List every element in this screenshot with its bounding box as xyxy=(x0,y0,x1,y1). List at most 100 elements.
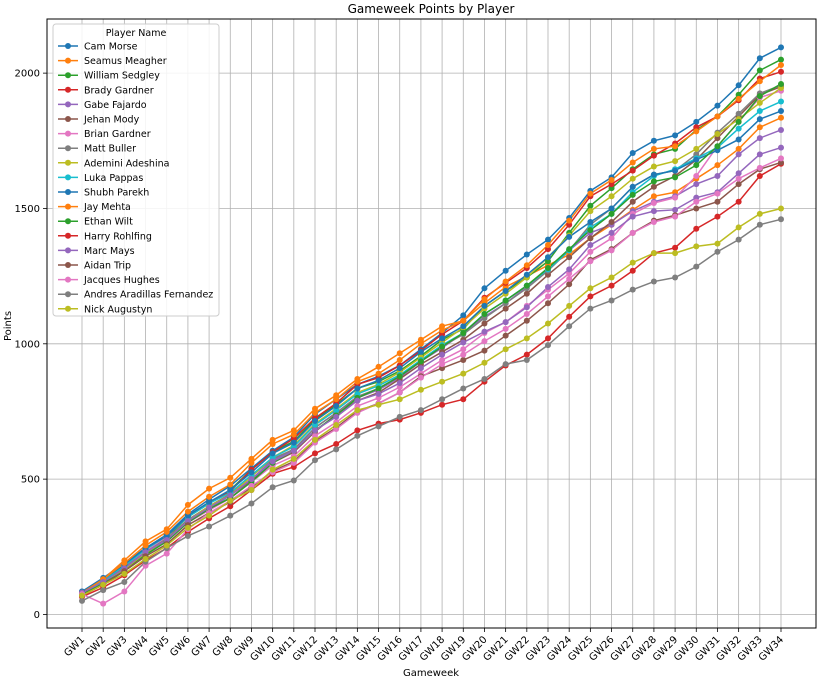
data-point xyxy=(100,581,107,588)
data-point xyxy=(333,396,340,403)
legend-title: Player Name xyxy=(106,28,167,39)
data-point xyxy=(587,258,594,265)
x-tick-label: GW2 xyxy=(84,634,109,659)
y-tick-label: 1000 xyxy=(15,339,40,350)
y-axis-ticks: 0 500 1000 1500 2000 xyxy=(15,69,47,621)
data-point xyxy=(778,98,784,105)
data-point xyxy=(523,311,530,318)
data-point xyxy=(184,524,191,531)
data-point xyxy=(354,397,361,404)
data-point xyxy=(693,181,700,188)
data-point xyxy=(417,386,424,393)
data-point xyxy=(290,431,297,438)
legend-label: Brian Gardner xyxy=(84,129,151,140)
data-point xyxy=(227,512,234,519)
data-point xyxy=(163,542,170,549)
legend-marker xyxy=(65,203,71,210)
data-point xyxy=(375,385,382,392)
data-point xyxy=(756,78,763,85)
data-point xyxy=(460,339,467,346)
data-point xyxy=(587,190,594,197)
data-point xyxy=(756,108,763,115)
data-point xyxy=(608,193,615,200)
data-point xyxy=(417,365,424,372)
data-point xyxy=(227,492,234,499)
data-point xyxy=(714,113,721,120)
data-point xyxy=(439,351,446,358)
legend-label: Matt Buller xyxy=(84,144,136,155)
series-line xyxy=(81,207,782,597)
data-point xyxy=(693,225,700,232)
data-point xyxy=(312,450,318,457)
data-point xyxy=(396,396,403,403)
data-point xyxy=(608,235,615,242)
data-point xyxy=(269,484,276,491)
legend-marker xyxy=(65,145,71,152)
x-tick-label: GW3 xyxy=(105,634,130,659)
data-point xyxy=(227,486,234,493)
data-point xyxy=(460,329,467,336)
data-point xyxy=(502,278,509,285)
data-point xyxy=(502,346,509,353)
plot-frame xyxy=(46,18,817,629)
data-point xyxy=(587,202,594,209)
legend-marker xyxy=(65,57,71,64)
data-point xyxy=(460,312,467,319)
data-point xyxy=(756,135,763,142)
data-point xyxy=(269,458,276,465)
data-point xyxy=(375,370,382,377)
data-point xyxy=(608,229,615,236)
data-point xyxy=(672,250,679,257)
data-point xyxy=(481,347,488,354)
data-point xyxy=(396,357,403,364)
data-point xyxy=(608,297,615,304)
data-point xyxy=(523,317,530,324)
legend-marker xyxy=(65,159,71,166)
x-axis-label: Gameweek xyxy=(403,668,459,679)
legend-marker xyxy=(65,291,71,298)
data-point xyxy=(460,346,467,353)
data-point xyxy=(206,523,213,530)
data-point xyxy=(100,587,107,594)
data-point xyxy=(396,373,403,380)
data-point xyxy=(502,332,509,339)
data-point xyxy=(227,497,234,504)
data-point xyxy=(714,248,721,255)
series-line xyxy=(81,218,782,602)
legend-label: Andres Aradillas Fernandez xyxy=(84,290,213,301)
data-point xyxy=(672,274,679,281)
data-point xyxy=(269,440,276,447)
data-point xyxy=(714,190,721,197)
data-point xyxy=(566,275,573,282)
legend-label: Shubh Parekh xyxy=(84,188,149,199)
data-point xyxy=(312,427,318,434)
y-tick-label: 1500 xyxy=(15,204,40,215)
legend-label: Luka Pappas xyxy=(84,173,143,184)
data-point xyxy=(396,389,403,396)
data-point xyxy=(650,163,657,170)
data-point xyxy=(502,361,509,368)
data-point xyxy=(481,302,488,309)
series-points xyxy=(79,44,784,607)
chart-title: Gameweek Points by Player xyxy=(348,2,515,16)
legend-label: Harry Rohlfing xyxy=(84,231,152,242)
data-point xyxy=(735,110,742,117)
legend-label: Marc Mays xyxy=(84,246,135,257)
data-point xyxy=(545,265,551,272)
data-point xyxy=(290,477,297,484)
y-tick-label: 0 xyxy=(34,610,40,621)
data-point xyxy=(184,508,191,515)
data-point xyxy=(714,131,721,138)
data-point xyxy=(502,288,509,295)
data-point xyxy=(629,267,636,274)
data-point xyxy=(502,305,509,312)
data-point xyxy=(481,311,488,318)
data-point xyxy=(206,512,213,519)
data-point xyxy=(545,254,551,261)
data-point xyxy=(629,259,636,266)
data-point xyxy=(608,210,615,217)
data-point xyxy=(735,175,742,182)
data-point xyxy=(735,198,742,205)
data-point xyxy=(206,504,213,511)
data-point xyxy=(333,422,340,428)
